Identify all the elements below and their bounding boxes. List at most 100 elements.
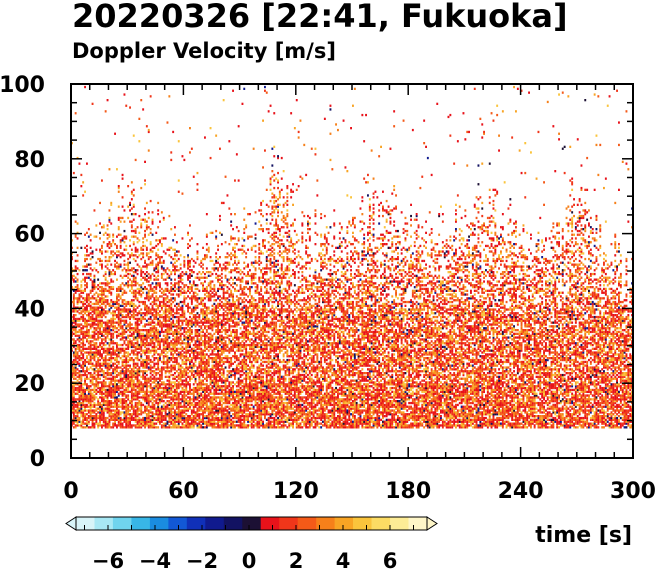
heatmap-cell xyxy=(89,401,92,405)
heatmap-cell xyxy=(132,278,135,281)
heatmap-cell xyxy=(130,413,133,416)
heatmap-cell xyxy=(108,366,111,369)
heatmap-cell xyxy=(172,415,175,418)
heatmap-cell xyxy=(102,297,105,300)
heatmap-cell xyxy=(132,274,135,277)
heatmap-cell xyxy=(91,284,94,287)
heatmap-cell xyxy=(160,323,163,326)
heatmap-cell xyxy=(74,289,77,292)
heatmap-cell xyxy=(196,392,199,395)
heatmap-cell xyxy=(147,343,150,347)
heatmap-cell xyxy=(108,372,111,375)
heatmap-cell xyxy=(151,336,154,339)
heatmap-cell xyxy=(89,407,92,410)
heatmap-cell xyxy=(140,418,143,421)
heatmap-cell xyxy=(185,330,188,334)
heatmap-cell xyxy=(127,351,130,354)
heatmap-cell xyxy=(99,362,101,365)
heatmap-cell xyxy=(127,398,130,401)
heatmap-cell xyxy=(192,295,195,298)
heatmap-cell xyxy=(157,372,160,375)
heatmap-cell xyxy=(134,284,137,287)
heatmap-cell xyxy=(151,329,154,332)
heatmap-cell xyxy=(132,314,135,317)
heatmap-cell xyxy=(104,418,107,421)
heatmap-cell xyxy=(153,332,156,335)
heatmap-cell xyxy=(168,426,171,429)
heatmap-cell xyxy=(145,386,148,390)
heatmap-cell xyxy=(110,394,113,397)
heatmap-cell xyxy=(72,327,75,330)
heatmap-cell xyxy=(213,289,216,292)
heatmap-cell xyxy=(166,415,169,418)
heatmap-cell xyxy=(104,295,107,298)
heatmap-cell xyxy=(84,312,86,315)
heatmap-cell xyxy=(170,415,173,418)
heatmap-cell xyxy=(204,370,206,373)
heatmap-cell xyxy=(157,284,160,287)
heatmap-cell xyxy=(134,372,137,375)
heatmap-cell xyxy=(89,319,92,322)
heatmap-cell xyxy=(108,302,111,306)
heatmap-cell xyxy=(217,297,219,300)
heatmap-cell xyxy=(145,394,148,397)
heatmap-cell xyxy=(116,336,118,339)
heatmap-cell xyxy=(168,383,171,386)
heatmap-cell xyxy=(112,353,115,356)
heatmap-cell xyxy=(110,329,113,332)
heatmap-cell xyxy=(89,343,92,347)
heatmap-cell xyxy=(121,392,124,395)
heatmap-cell xyxy=(86,418,88,421)
heatmap-cell xyxy=(86,396,88,399)
heatmap-cell xyxy=(185,321,188,324)
heatmap-cell xyxy=(200,325,203,328)
heatmap-cell xyxy=(192,424,195,427)
heatmap-cell xyxy=(145,263,148,266)
heatmap-cell xyxy=(76,383,79,386)
heatmap-cell xyxy=(121,314,124,317)
heatmap-cell xyxy=(130,418,133,421)
heatmap-cell xyxy=(204,400,206,403)
heatmap-cell xyxy=(170,343,173,347)
heatmap-cell xyxy=(160,330,163,334)
heatmap-cell xyxy=(185,386,188,390)
heatmap-cell xyxy=(132,134,135,137)
heatmap-cell xyxy=(95,302,98,306)
heatmap-cell xyxy=(86,424,88,427)
heatmap-cell xyxy=(183,310,186,313)
heatmap-cell xyxy=(142,252,145,255)
heatmap-cell xyxy=(95,370,98,373)
heatmap-cell xyxy=(86,284,88,287)
heatmap-cell xyxy=(95,291,98,294)
heatmap-cell xyxy=(204,297,206,300)
heatmap-cell xyxy=(185,409,188,412)
heatmap-cell xyxy=(72,401,75,405)
heatmap-cell xyxy=(202,386,204,390)
heatmap-cell xyxy=(168,342,171,345)
heatmap-cell xyxy=(121,426,124,429)
heatmap-cell xyxy=(114,357,116,360)
heatmap-cell xyxy=(101,357,103,360)
velocity-heatmap xyxy=(71,85,633,429)
heatmap-cell xyxy=(130,375,133,378)
heatmap-cell xyxy=(200,347,203,350)
heatmap-cell xyxy=(129,323,131,326)
heatmap-cell xyxy=(123,310,126,313)
heatmap-cell xyxy=(196,252,199,255)
heatmap-cell xyxy=(99,336,101,339)
heatmap-cell xyxy=(211,381,214,384)
heatmap-cell xyxy=(121,302,124,306)
heatmap-cell xyxy=(84,299,86,302)
heatmap-cell xyxy=(147,252,150,255)
heatmap-cell xyxy=(215,388,218,392)
heatmap-cell xyxy=(177,250,180,253)
heatmap-cell xyxy=(89,355,92,358)
heatmap-cell xyxy=(125,351,128,354)
heatmap-cell xyxy=(82,355,85,358)
heatmap-cell xyxy=(82,334,85,337)
heatmap-cell xyxy=(87,302,90,306)
heatmap-cell xyxy=(132,315,135,319)
heatmap-cell xyxy=(108,349,111,352)
heatmap-cell xyxy=(219,299,221,302)
heatmap-cell xyxy=(87,368,90,371)
